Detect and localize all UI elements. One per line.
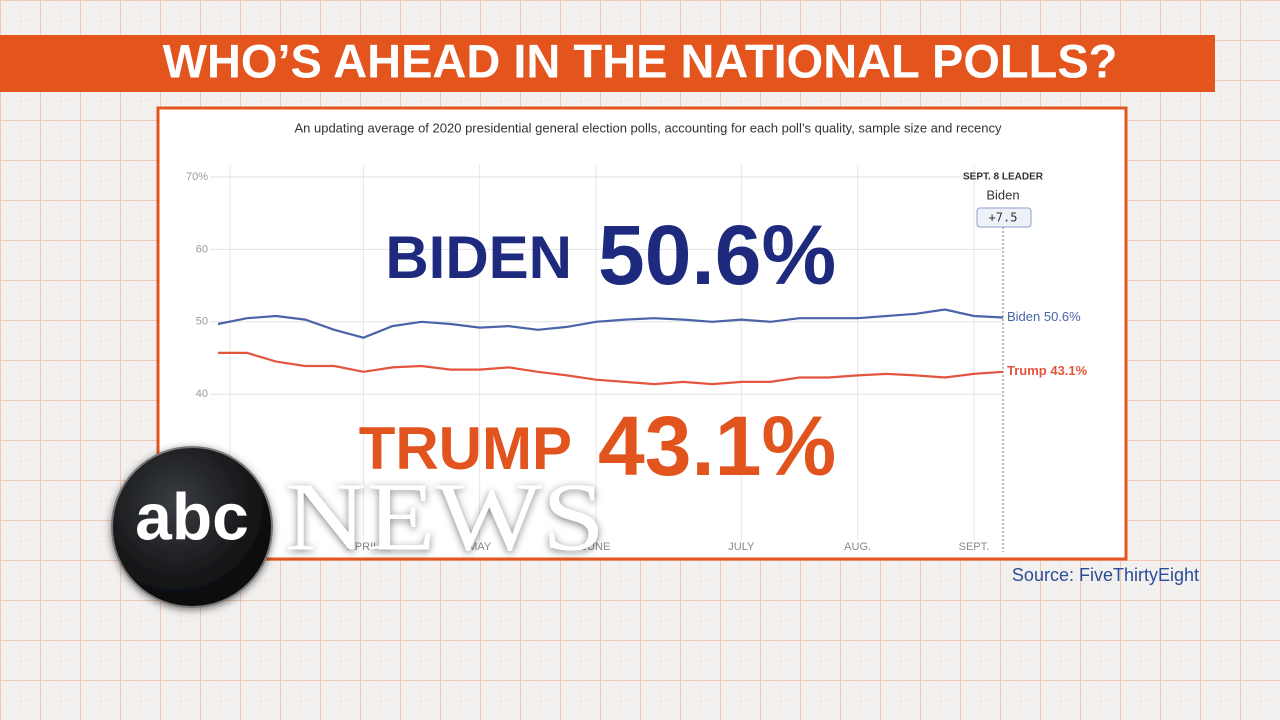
series-line: [218, 351, 1004, 386]
overlay-name: BIDEN: [385, 224, 572, 291]
x-tick-label: JUNE: [582, 541, 611, 553]
title: WHO’S AHEAD IN THE NATIONAL POLLS?: [163, 34, 1118, 87]
x-tick-label: SEPT.: [959, 541, 990, 553]
leader-box: [976, 207, 1032, 228]
x-tick-label: APRIL: [347, 541, 379, 553]
subtitle: An updating average of 2020 presidential…: [294, 120, 1002, 135]
y-tick-label: 40: [196, 388, 208, 400]
end-label: Trump 43.1%: [1007, 363, 1088, 378]
y-tick-label: 60: [196, 243, 208, 255]
leader-margin: +7.5: [989, 211, 1018, 225]
leader-heading: SEPT. 8 LEADER: [963, 172, 1044, 183]
title-banner: [0, 35, 1215, 92]
x-tick-label: AUG.: [844, 541, 871, 553]
chart-card: [156, 106, 1128, 561]
logo: abc NEWS: [111, 446, 605, 608]
series-line: [217, 308, 1004, 339]
x-tick-label: JULY: [728, 541, 755, 553]
y-tick-label: 70%: [186, 171, 208, 183]
logo-mark: abc: [135, 479, 249, 553]
overlay-value: 50.6%: [598, 208, 836, 302]
leader-name: Biden: [986, 187, 1019, 202]
logo-ball: [111, 446, 273, 608]
logo-word: NEWS: [285, 463, 605, 571]
overlay-name: TRUMP: [359, 415, 572, 482]
source: Source: FiveThirtyEight: [1012, 565, 1199, 585]
y-tick-label: 50: [196, 316, 208, 328]
end-label: Biden 50.6%: [1007, 309, 1081, 324]
x-tick-label: MAY: [468, 541, 492, 553]
overlay-value: 43.1%: [598, 399, 836, 493]
